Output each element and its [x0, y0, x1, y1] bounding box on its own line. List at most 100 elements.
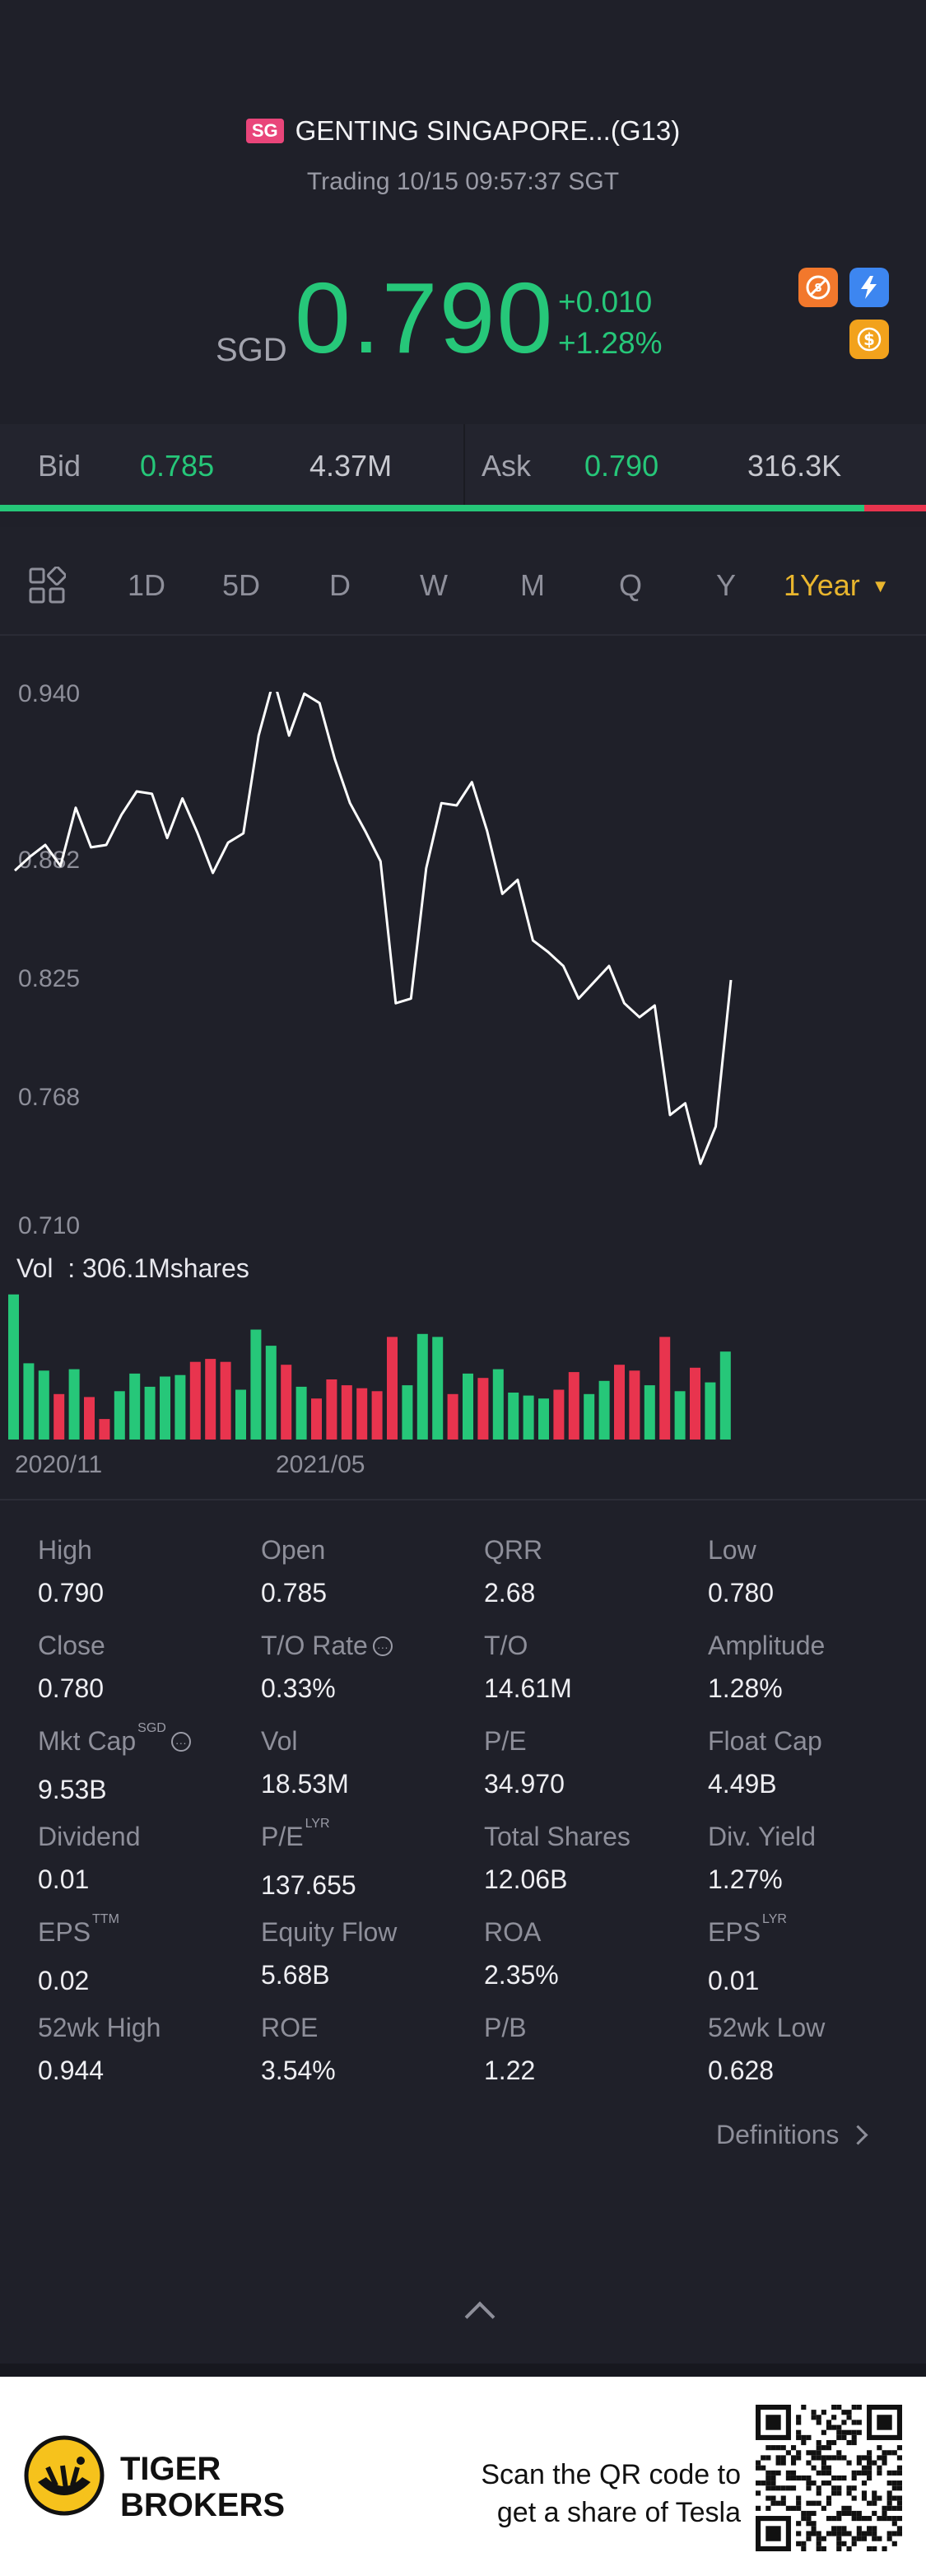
info-icon[interactable]: ··· — [170, 1732, 191, 1752]
stat-label: 52wk High — [38, 2011, 252, 2044]
stat-label: Mkt Cap SGD ··· — [38, 1721, 252, 1763]
ask-ratio-bar — [863, 505, 926, 511]
tab-w[interactable]: W — [420, 568, 448, 602]
stat-value: 4.49B — [708, 1769, 777, 1799]
stat-value: 18.53M — [261, 1769, 349, 1799]
stat-cell: Amplitude 1.28% — [708, 1629, 922, 1705]
volume-bar — [492, 1369, 504, 1440]
stat-label-text: ROA — [484, 1917, 542, 1947]
stat-cell: Div. Yield 1.27% — [708, 1820, 922, 1896]
volume-bar — [68, 1369, 80, 1440]
tab-1year[interactable]: 1Year ▼ — [784, 568, 890, 603]
volume-bar — [674, 1391, 686, 1440]
volume-bar — [220, 1361, 231, 1440]
tab-5d[interactable]: 5D — [222, 568, 261, 602]
stat-label-text: P/E — [484, 1726, 527, 1756]
stat-value: 1.27% — [708, 1864, 783, 1894]
quote-header: SG GENTING SINGAPORE...(G13) Trading 10/1… — [0, 0, 926, 424]
stat-cell: Total Shares 12.06B — [484, 1820, 698, 1896]
stat-label-text: P/E — [261, 1822, 304, 1851]
footer-separator — [0, 2364, 926, 2377]
volume-bar — [129, 1373, 141, 1440]
stat-value: 5.68B — [261, 1960, 330, 1990]
tab-1year-label: 1Year — [784, 568, 860, 602]
definitions-link[interactable]: Definitions — [716, 2120, 868, 2150]
stat-label: T/O Rate ··· — [261, 1629, 475, 1662]
volume-bar — [295, 1386, 307, 1440]
y-tick-label: 0.825 — [18, 965, 81, 992]
price-chart[interactable] — [0, 636, 926, 1500]
stat-label-text: QRR — [484, 1535, 543, 1565]
no-shorting-icon[interactable]: S — [798, 268, 838, 307]
info-icon[interactable]: ··· — [372, 1636, 393, 1656]
stat-label-text: Float Cap — [708, 1726, 822, 1756]
stat-cell: High 0.790 — [38, 1533, 252, 1609]
volume-bar — [463, 1373, 473, 1440]
dollar-icon[interactable]: $ — [849, 320, 889, 359]
stat-cell: QRR 2.68 — [484, 1533, 698, 1609]
volume-bar — [690, 1367, 700, 1440]
chevron-up-icon[interactable] — [464, 2301, 496, 2332]
stat-label-text: Amplitude — [708, 1631, 826, 1660]
volume-bar — [250, 1329, 262, 1440]
stat-label: Vol — [261, 1724, 475, 1757]
stat-label: 52wk Low — [708, 2011, 922, 2044]
stat-label: Div. Yield — [708, 1820, 922, 1853]
tab-d[interactable]: D — [329, 568, 351, 602]
last-price: 0.790 — [295, 262, 555, 374]
volume-bar — [614, 1365, 625, 1440]
volume-bar — [311, 1398, 322, 1440]
stat-cell: Close 0.780 — [38, 1629, 252, 1705]
volume-bar — [144, 1386, 156, 1440]
price-line-svg — [13, 692, 733, 1165]
tab-1d[interactable]: 1D — [128, 568, 166, 602]
stat-cell: T/O Rate ··· 0.33% — [261, 1629, 475, 1705]
stat-cell: 52wk High 0.944 — [38, 2011, 252, 2087]
volume-bar — [477, 1378, 489, 1440]
stat-value: 1.28% — [708, 1673, 783, 1703]
stat-label-superscript: SGD — [137, 1721, 166, 1735]
promo-line-2: get a share of Tesla — [496, 2497, 741, 2528]
stat-value: 1.22 — [484, 2056, 536, 2085]
volume-bar — [205, 1359, 216, 1440]
bid-ask-bar: Bid 0.785 4.37M Ask 0.790 316.3K — [0, 424, 926, 506]
x-tick-label: 2021/05 — [276, 1451, 365, 1478]
tab-q[interactable]: Q — [619, 568, 643, 602]
stat-label-text: Close — [38, 1631, 105, 1660]
stat-label-superscript: TTM — [92, 1912, 119, 1926]
promo-text: Scan the QR code to get a share of Tesla — [461, 2456, 741, 2532]
stat-label-text: EPS — [38, 1917, 91, 1947]
volume-bar — [629, 1370, 640, 1440]
flash-icon[interactable] — [849, 268, 889, 307]
tab-m[interactable]: M — [520, 568, 545, 602]
svg-text:$: $ — [863, 329, 875, 349]
stat-label: Equity Flow — [261, 1916, 475, 1948]
stat-label: Low — [708, 1533, 922, 1566]
trading-status: Trading 10/15 09:57:37 SGT — [306, 168, 620, 195]
stat-value: 3.54% — [261, 2056, 336, 2085]
qr-code-icon[interactable] — [756, 2405, 902, 2555]
volume-bar — [235, 1389, 246, 1440]
stat-value: 137.655 — [261, 1870, 356, 1900]
stat-cell: T/O 14.61M — [484, 1629, 698, 1705]
x-tick-label: 2020/11 — [15, 1451, 103, 1478]
stat-value: 0.790 — [38, 1578, 105, 1608]
tab-y[interactable]: Y — [716, 568, 737, 602]
stat-cell: ROE 3.54% — [261, 2011, 475, 2087]
volume-bar — [174, 1374, 186, 1440]
stat-value: 0.628 — [708, 2056, 775, 2085]
stock-title: GENTING SINGAPORE...(G13) — [295, 115, 681, 146]
ask-label: Ask — [482, 449, 532, 483]
stat-label: Open — [261, 1533, 475, 1566]
bid-price: 0.785 — [140, 449, 215, 483]
stat-value: 14.61M — [484, 1673, 572, 1703]
stat-label: P/E LYR — [261, 1817, 475, 1859]
chart-layout-icon[interactable] — [28, 566, 67, 609]
definitions-label: Definitions — [716, 2120, 840, 2149]
volume-bar — [99, 1419, 110, 1440]
chevron-right-icon — [848, 2125, 868, 2145]
stat-cell: EPS TTM 0.02 — [38, 1912, 252, 1997]
stat-label-text: 52wk Low — [708, 2013, 826, 2042]
period-tabs: 1D 5D D W M Q Y 1Year ▼ — [0, 527, 926, 636]
stat-label-text: Equity Flow — [261, 1917, 398, 1947]
